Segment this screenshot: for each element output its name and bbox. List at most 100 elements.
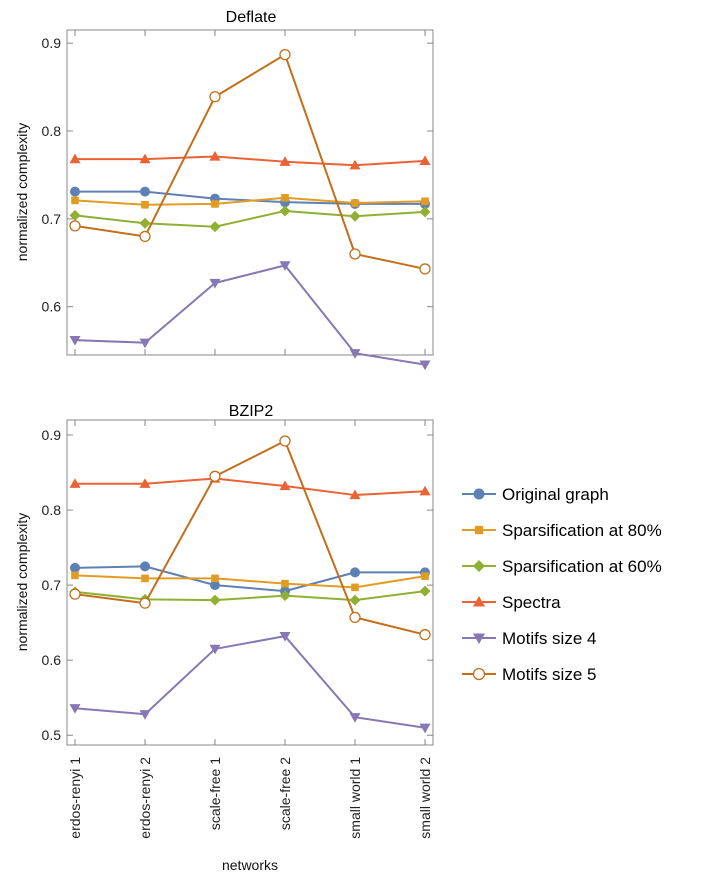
bzip2-y-tick-label: 0.5 — [42, 727, 62, 743]
legend-swatch-marker — [474, 525, 484, 535]
bzip2-series — [69, 435, 431, 734]
x-category-label: small world 2 — [417, 757, 433, 839]
bzip2-spectra-line — [75, 477, 426, 497]
bzip2-motifs-size-5-line — [74, 440, 426, 636]
bzip2-y-tick-label: 0.6 — [42, 652, 62, 668]
deflate-sparsification-at-60-point — [69, 209, 81, 221]
deflate-motifs-size-4-line — [74, 264, 426, 366]
deflate-spectra-point — [349, 159, 361, 170]
deflate-original-graph-point — [70, 186, 80, 197]
bzip2-motifs-size-5-series — [69, 435, 431, 641]
bzip2-sparsification-at-60-point — [209, 594, 221, 606]
bzip2-sparsification-at-60-point — [349, 594, 361, 606]
bzip2-motifs-size-4-point — [69, 704, 81, 714]
deflate-sparsification-at-60-point — [139, 217, 151, 229]
bzip2-motifs-size-4-line — [74, 635, 426, 729]
legend-label: Spectra — [502, 593, 561, 612]
deflate-original-graph-point — [140, 186, 150, 197]
legend-label: Sparsification at 60% — [502, 557, 662, 576]
deflate-y-ticks: 0.6 0.7 0.8 0.9 — [42, 30, 433, 355]
bzip2-original-graph-point — [140, 561, 150, 572]
x-category-label: erdos-renyi 1 — [67, 757, 83, 839]
deflate-motifs-size-4-point — [349, 349, 361, 359]
deflate-panel: Deflate normalized complexity 0.60.70.80… — [14, 9, 434, 371]
deflate-spectra-point — [69, 153, 81, 164]
bzip2-original-graph-series — [70, 561, 430, 597]
bzip2-y-tick-label: 0.9 — [42, 427, 62, 443]
bzip2-motifs-size-4-series — [69, 632, 431, 734]
legend-label: Sparsification at 80% — [502, 521, 662, 540]
x-category-label: scale-free 2 — [277, 757, 293, 830]
legend-swatch-marker — [472, 633, 486, 645]
bzip2-motifs-size-4-point — [139, 710, 151, 720]
deflate-sparsification-at-80-point — [71, 196, 79, 205]
deflate-motifs-size-4-point — [69, 335, 81, 346]
deflate-motifs-size-5-point — [139, 230, 151, 243]
bzip2-sparsification-at-80-point — [141, 574, 149, 583]
bzip2-motifs-size-5-point — [419, 629, 431, 641]
deflate-spectra-point — [279, 156, 291, 166]
bzip2-original-graph-point — [350, 567, 360, 578]
deflate-sparsification-at-80-line — [74, 196, 426, 206]
deflate-sparsification-at-80-point — [141, 200, 149, 209]
bzip2-sparsification-at-80-point — [421, 572, 429, 580]
legend-item-sparsification-at-80: Sparsification at 80% — [462, 521, 662, 540]
legend-item-original-graph: Original graph — [462, 485, 609, 504]
deflate-sparsification-at-60-point — [279, 205, 291, 217]
legend-item-spectra: Spectra — [462, 593, 561, 612]
bzip2-spectra-series — [69, 473, 431, 500]
legend-item-motifs-size-5: Motifs size 5 — [462, 665, 596, 684]
deflate-spectra-point — [139, 153, 151, 164]
bzip2-sparsification-at-60-point — [419, 585, 431, 597]
x-axis-label: networks — [222, 857, 278, 873]
deflate-motifs-size-4-point — [419, 360, 431, 371]
bzip2-sparsification-at-80-point — [71, 571, 79, 580]
bzip2-motifs-size-5-point — [279, 435, 291, 447]
bzip2-original-graph-point — [70, 562, 80, 573]
deflate-sparsification-at-80-series — [71, 193, 429, 209]
deflate-sparsification-at-80-point — [351, 199, 359, 207]
x-category-label: erdos-renyi 2 — [137, 757, 153, 839]
bzip2-original-graph-point — [210, 580, 220, 591]
deflate-sparsification-at-80-point — [211, 200, 219, 208]
deflate-original-graph-series — [70, 186, 430, 209]
deflate-sparsification-at-60-series — [69, 205, 431, 233]
deflate-motifs-size-5-series — [69, 48, 431, 275]
bzip2-sparsification-at-80-point — [281, 579, 289, 588]
bzip2-motifs-size-5-point — [69, 588, 81, 600]
bzip2-sparsification-at-80-series — [71, 571, 429, 592]
deflate-spectra-line — [75, 155, 426, 167]
deflate-motifs-size-4-point — [209, 278, 221, 289]
legend-label: Motifs size 4 — [502, 629, 596, 648]
deflate-y-tick-label: 0.6 — [42, 299, 62, 315]
deflate-sparsification-at-60-point — [209, 221, 221, 233]
bzip2-spectra-point — [69, 478, 81, 488]
bzip2-motifs-size-4-point — [349, 713, 361, 723]
bzip2-y-tick-label: 0.8 — [42, 502, 62, 518]
deflate-motifs-size-5-point — [419, 263, 431, 275]
bzip2-y-tick-label: 0.7 — [42, 577, 62, 593]
legend: Original graph Sparsification at 80% Spars… — [462, 485, 662, 684]
deflate-motifs-size-4-point — [139, 338, 151, 349]
bzip2-spectra-point — [279, 480, 291, 491]
deflate-spectra-point — [419, 155, 431, 166]
bzip2-title: BZIP2 — [229, 403, 274, 420]
deflate-motifs-size-4-series — [69, 261, 431, 371]
deflate-spectra-series — [69, 150, 431, 170]
deflate-motifs-size-5-line — [74, 53, 426, 270]
deflate-series — [69, 48, 431, 371]
deflate-sparsification-at-80-point — [281, 193, 289, 202]
bzip2-motifs-size-5-point — [349, 611, 361, 624]
legend-swatch-marker — [472, 667, 486, 681]
deflate-title: Deflate — [226, 9, 277, 26]
deflate-sparsification-at-60-line — [74, 209, 426, 228]
deflate-y-axis-label: normalized complexity — [14, 123, 30, 262]
x-category-label: scale-free 1 — [207, 757, 223, 830]
bzip2-sparsification-at-60-point — [279, 590, 291, 602]
bzip2-spectra-point — [419, 485, 431, 496]
bzip2-motifs-size-5-point — [139, 597, 151, 609]
bzip2-spectra-point — [139, 478, 151, 488]
bzip2-plot-frame — [66, 419, 434, 746]
deflate-motifs-size-5-point — [279, 48, 291, 61]
